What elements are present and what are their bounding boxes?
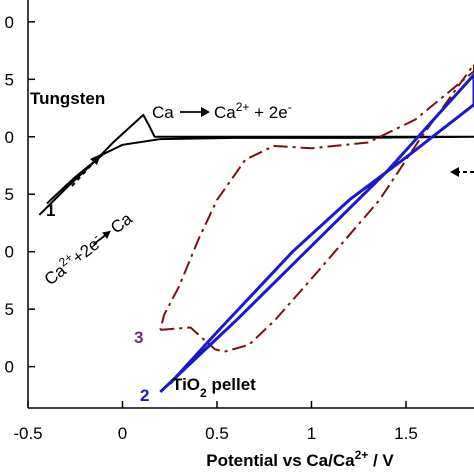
y-tick-label: 0 xyxy=(5,243,14,262)
text-part: Ca xyxy=(214,103,236,122)
series-line xyxy=(159,73,474,394)
text-part: TiO xyxy=(172,375,200,394)
arrow-head xyxy=(102,230,111,239)
text-part: 2 xyxy=(140,386,149,405)
text-part: 2+ xyxy=(56,250,75,269)
series-line xyxy=(159,63,474,353)
y-tick-label: 0 xyxy=(5,128,14,147)
annotation: Tungsten xyxy=(30,89,105,108)
annotation: Ca2++2e- xyxy=(39,230,106,289)
x-axis-label: Potential vs Ca/Ca2+ / V xyxy=(206,448,394,470)
text-part: - xyxy=(90,230,102,243)
y-tick-label: 5 xyxy=(5,70,14,89)
annotation: Ca xyxy=(107,209,136,238)
text-part: Ca xyxy=(107,209,136,238)
text-part: pellet xyxy=(207,375,256,394)
reaction-arrow xyxy=(93,233,107,246)
text-part: 2+ xyxy=(236,100,250,114)
y-tick-label: 0 xyxy=(5,13,14,32)
text-part: 2+ xyxy=(355,448,369,462)
text-part: Ca xyxy=(152,103,174,122)
annotation: 1 xyxy=(46,201,55,220)
x-tick-label: 1.5 xyxy=(394,424,418,443)
x-tick-label: -0.5 xyxy=(13,424,42,443)
series-line xyxy=(38,113,474,216)
arrow-head xyxy=(201,107,210,117)
plot-area: -0.5 0 0.5 1 1.5 0 5 0 5 0 5 0 xyxy=(5,13,474,443)
text-part: - xyxy=(288,100,292,114)
x-tick-label: 1 xyxy=(307,424,316,443)
text-part: 2 xyxy=(200,386,207,400)
y-tick-label: 5 xyxy=(5,300,14,319)
arrow-head xyxy=(450,167,459,177)
text-part: / V xyxy=(368,451,394,470)
text-part: + 2e xyxy=(249,103,287,122)
x-tick-label: 0 xyxy=(118,424,127,443)
text-part: Potential vs Ca/Ca xyxy=(206,451,355,470)
annotation: Ca2+ + 2e- xyxy=(214,100,292,122)
annotation: Ca xyxy=(152,103,174,122)
text-part: 1 xyxy=(46,201,55,220)
x-tick-label: 0.5 xyxy=(205,424,229,443)
scan-arrow xyxy=(71,159,97,187)
annotation: 2 xyxy=(140,386,149,405)
y-tick-label: 0 xyxy=(5,358,14,377)
text-part: 3 xyxy=(134,328,143,347)
y-tick-label: 5 xyxy=(5,185,14,204)
text-part: Tungsten xyxy=(30,89,105,108)
annotation: 3 xyxy=(134,328,143,347)
annotation: TiO2 pellet xyxy=(172,375,256,400)
